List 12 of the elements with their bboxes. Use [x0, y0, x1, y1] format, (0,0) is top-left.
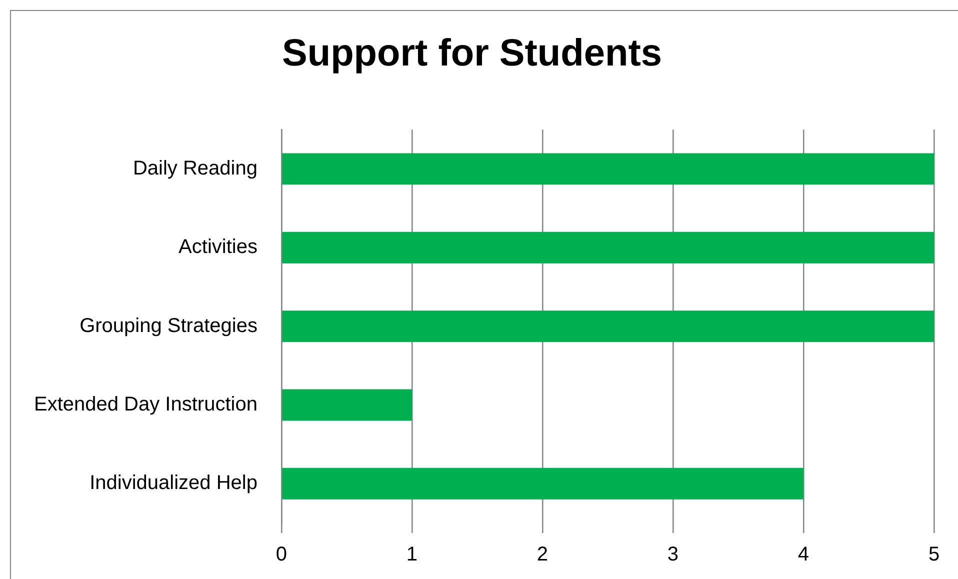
y-tick-label: Extended Day Instruction: [34, 393, 258, 416]
chart-title: Support for Students: [282, 32, 662, 74]
y-tick-label: Individualized Help: [90, 472, 258, 494]
x-tick-label: 4: [798, 544, 810, 566]
y-tick-label: Daily Reading: [132, 157, 258, 180]
x-tick-label: 5: [928, 544, 940, 566]
x-tick-label: 1: [406, 544, 418, 566]
y-tick-label: Activities: [178, 236, 258, 258]
y-tick-label: Grouping Strategies: [80, 314, 258, 337]
x-tick-label: 2: [536, 544, 548, 566]
x-tick-label: 0: [276, 544, 288, 566]
x-tick-label: 3: [667, 544, 679, 566]
